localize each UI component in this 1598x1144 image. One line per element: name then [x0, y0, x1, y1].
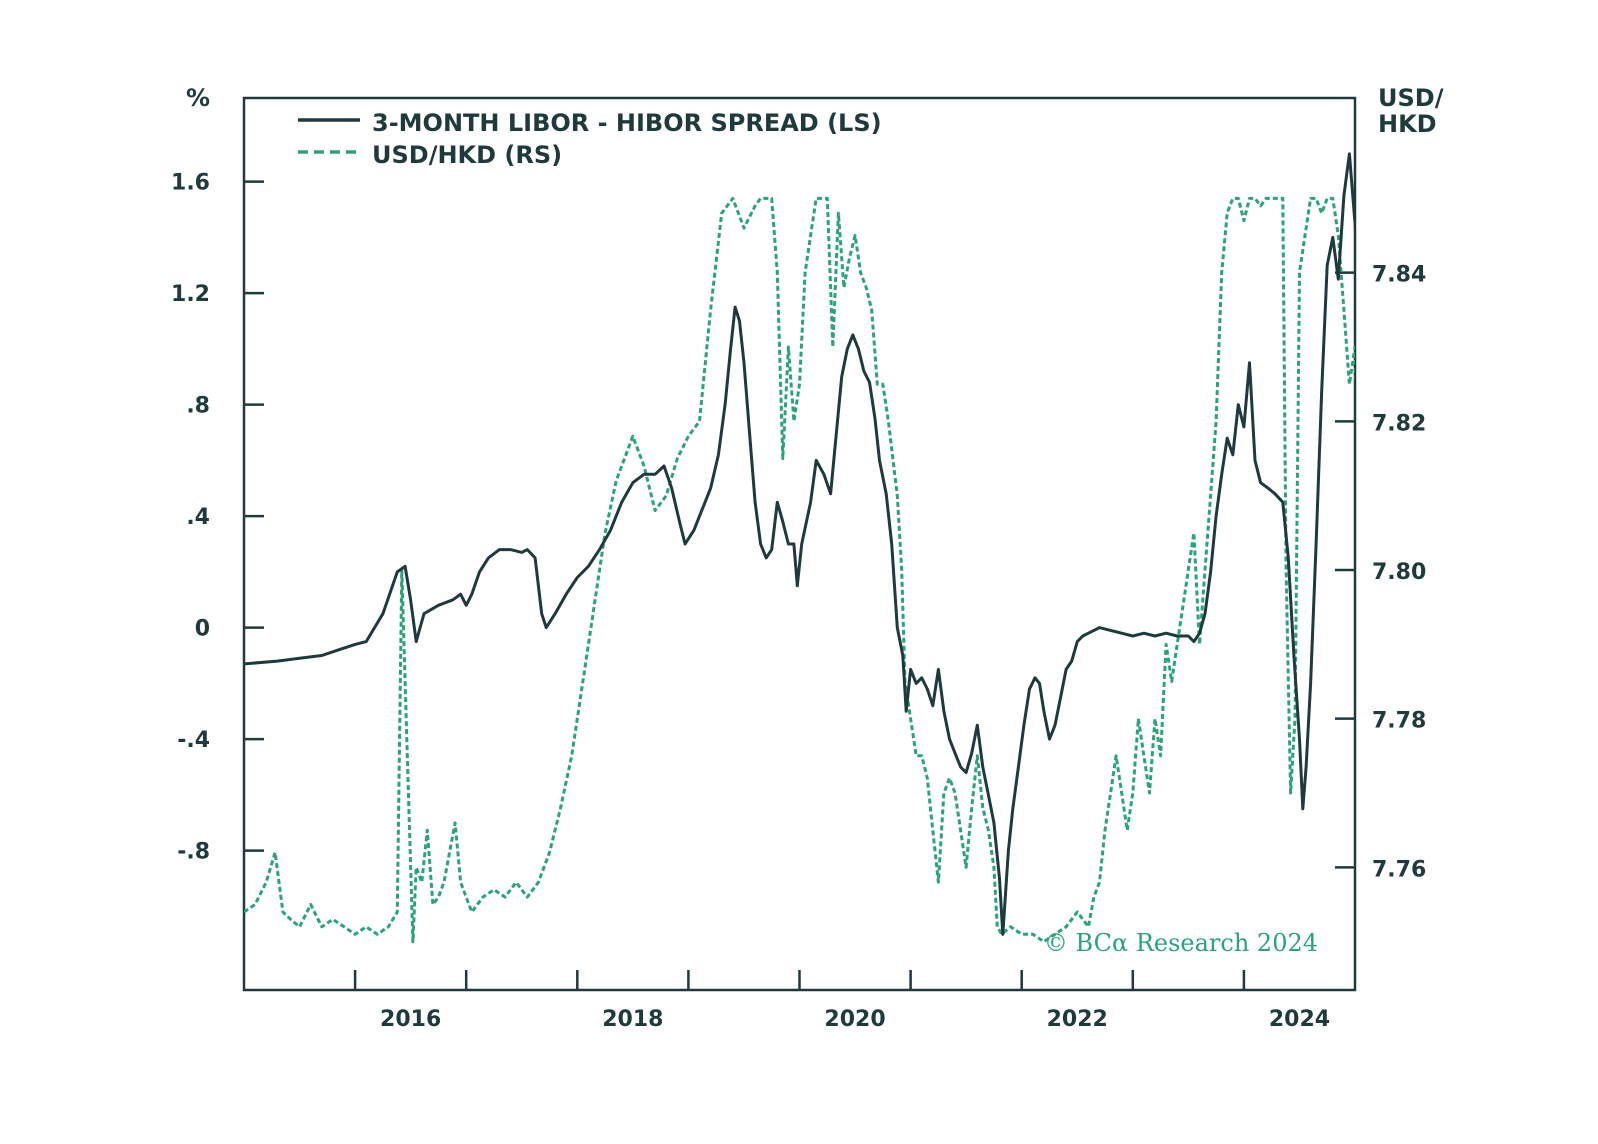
x-tick-label: 2024 [1269, 1007, 1330, 1032]
left-axis-unit: % [186, 84, 210, 112]
plot-frame [242, 96, 1357, 992]
legend-label-spread: 3-MONTH LIBOR - HIBOR SPREAD (LS) [372, 109, 882, 137]
left-tick-label: 1.2 [171, 282, 210, 307]
right-axis: 7.84 7.82 7.80 7.78 7.76 [1335, 263, 1426, 882]
x-axis: 2016 2018 2020 2022 2024 [353, 970, 1330, 1032]
x-tick-label: 2022 [1047, 1007, 1108, 1032]
left-tick-label: -.4 [177, 728, 210, 753]
series-line-spread [244, 152, 1355, 936]
series-layer [244, 152, 1355, 944]
right-axis-unit-line1: USD/ [1378, 84, 1444, 112]
right-axis-unit-line2: HKD [1378, 110, 1437, 138]
x-tick-label: 2020 [824, 1007, 885, 1032]
legend: 3-MONTH LIBOR - HIBOR SPREAD (LS) USD/HK… [298, 109, 882, 169]
left-tick-label: .4 [186, 505, 210, 530]
right-tick-label: 7.82 [1372, 411, 1426, 436]
legend-label-usdhkd: USD/HKD (RS) [372, 141, 562, 169]
right-tick-label: 7.80 [1372, 560, 1426, 585]
left-tick-label: -.8 [177, 840, 210, 865]
series-line-usdhkd [244, 196, 1355, 944]
x-tick-label: 2018 [602, 1007, 663, 1032]
right-tick-label: 7.76 [1372, 857, 1426, 882]
x-tick-label: 2016 [380, 1007, 441, 1032]
left-axis: 1.6 1.2 .8 .4 0 -.4 -.8 [171, 171, 264, 865]
left-tick-label: 0 [195, 617, 210, 642]
left-tick-label: .8 [186, 394, 210, 419]
right-tick-label: 7.84 [1372, 263, 1426, 288]
credit-text: © BCα Research 2024 [1044, 929, 1318, 957]
left-tick-label: 1.6 [171, 171, 210, 196]
right-tick-label: 7.78 [1372, 709, 1426, 734]
